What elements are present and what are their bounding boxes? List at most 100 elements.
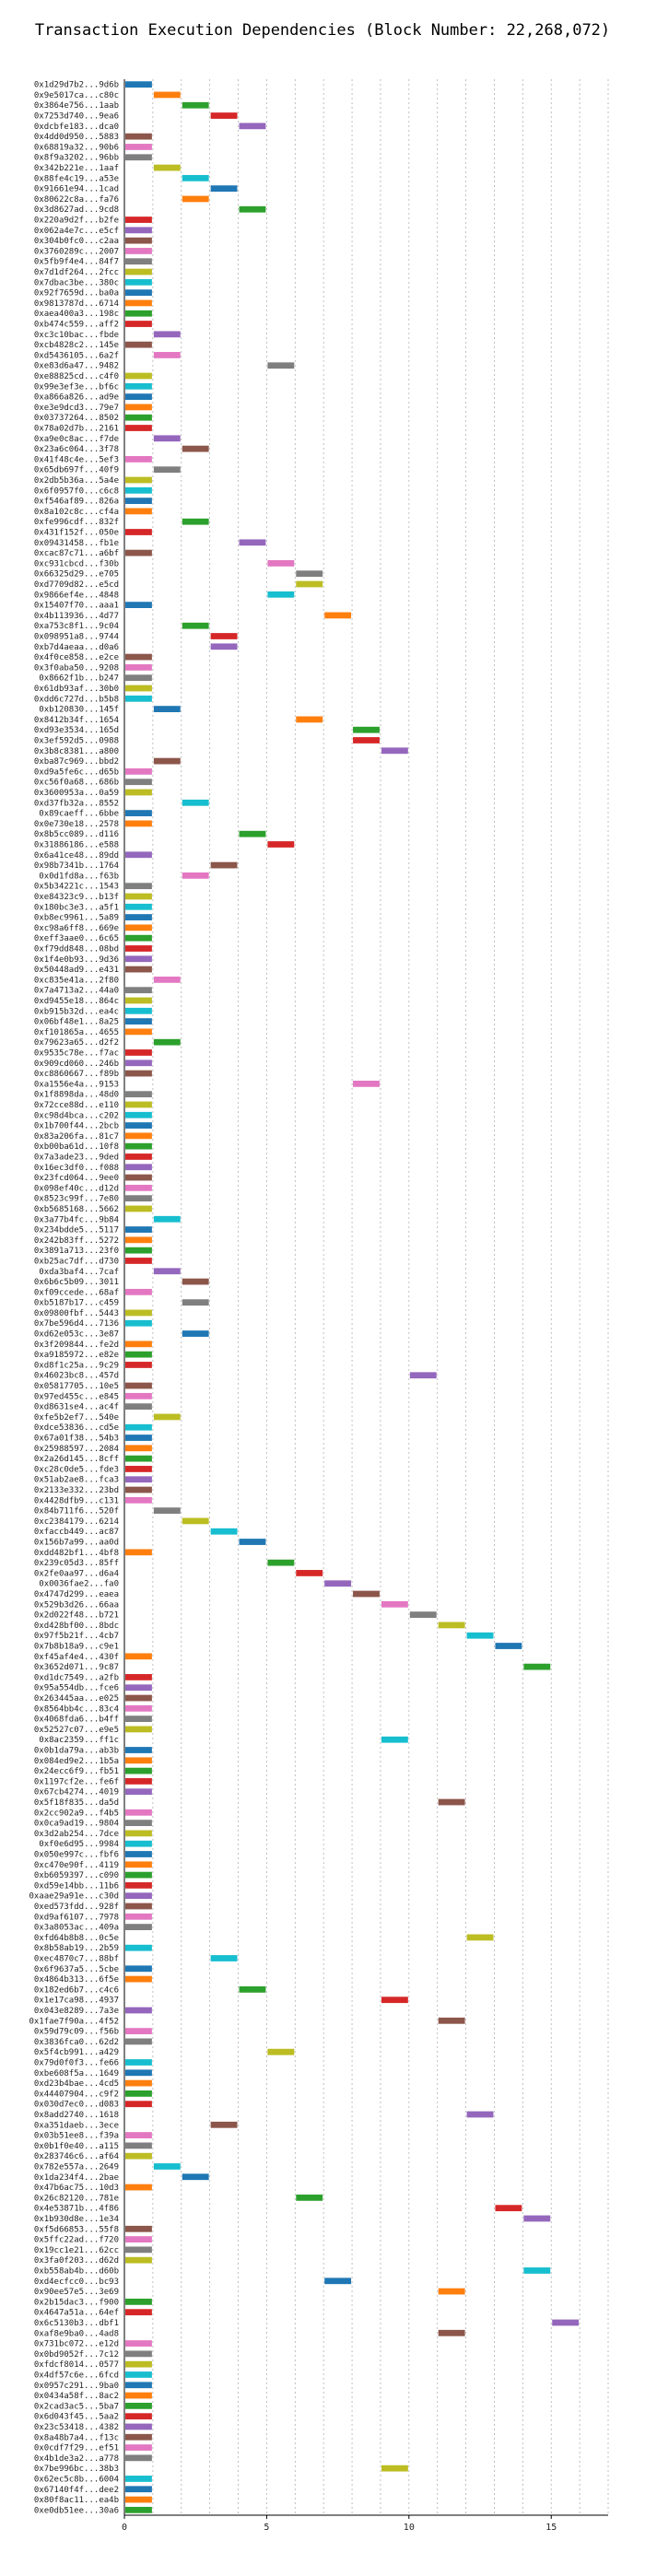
y-tick-label: 0x0434a58f...8ac2: [34, 2392, 119, 2401]
y-tick-label: 0xd7709d82...e5cd: [34, 580, 119, 590]
transaction-bar: [125, 2152, 152, 2160]
transaction-bar: [353, 726, 380, 733]
transaction-bar: [125, 1341, 152, 1348]
transaction-bar: [125, 2496, 152, 2503]
transaction-bar: [182, 1278, 209, 1285]
y-tick-label: 0x31886186...e588: [34, 840, 119, 849]
transaction-bar: [125, 987, 152, 994]
transaction-bar: [353, 1080, 380, 1087]
y-tick-label: 0x89caeff...6bbe: [39, 810, 119, 819]
transaction-bar: [125, 1757, 152, 1764]
transaction-bar: [125, 144, 152, 150]
y-tick-label: 0xd93e3534...165d: [34, 726, 119, 735]
y-tick-label: 0xc98d4bca...c202: [34, 1111, 119, 1120]
transaction-bar: [153, 91, 181, 99]
y-tick-label: 0x4647a51a...64ef: [34, 2309, 119, 2318]
transaction-bar: [523, 1663, 551, 1670]
y-tick-label: 0x3a77b4fc...9b84: [34, 1215, 119, 1224]
transaction-bar: [125, 2007, 152, 2014]
transaction-bar: [125, 2059, 152, 2066]
transaction-bar: [239, 1539, 266, 1545]
y-tick-label: 0x67140f4f...dee2: [34, 2486, 119, 2495]
y-tick-label: 0x24ecc6f9...fb51: [34, 1767, 119, 1776]
transaction-bar: [125, 883, 152, 890]
transaction-bar: [125, 2028, 152, 2034]
y-tick-label: 0xcac87c71...a6bf: [34, 549, 119, 558]
y-tick-label: 0x3f209844...fe2d: [34, 1341, 119, 1350]
transaction-bar: [125, 425, 152, 431]
transaction-bar: [125, 1788, 152, 1796]
transaction-bar: [125, 476, 152, 484]
y-tick-label: 0x8564bb4c...83c4: [34, 1704, 119, 1714]
y-tick-label: 0x4df57c6e...6fcd: [34, 2371, 119, 2380]
transaction-bar: [125, 456, 152, 463]
transaction-bar: [153, 435, 181, 442]
y-tick-label: 0x68819a32...90b6: [34, 143, 119, 152]
transaction-bar: [153, 331, 181, 338]
y-tick-label: 0x8412b34f...1654: [34, 716, 119, 725]
y-tick-label: 0x8523c99f...7e80: [34, 1195, 119, 1204]
y-tick-label: 0xaae29a91e...c30d: [29, 1892, 119, 1902]
y-tick-label: 0x09431458...fb1e: [34, 539, 119, 548]
transaction-bar: [125, 2090, 152, 2097]
y-tick-label: 0xe83d6a47...9482: [34, 362, 119, 371]
y-tick-label: 0x2cc902a9...f4b5: [34, 1809, 119, 1818]
y-tick-label: 0x1b930d8e...1e34: [34, 2215, 119, 2224]
transaction-bar: [210, 633, 238, 639]
y-tick-label: 0x6b6c5b09...3011: [34, 1278, 119, 1287]
y-tick-label: 0x26c82120...781e: [34, 2194, 119, 2203]
y-tick-label: 0x95a554db...fce6: [34, 1684, 119, 1693]
y-tick-label: 0xd37fb32a...8552: [34, 799, 119, 808]
y-tick-label: 0x44407904...c9f2: [34, 2090, 119, 2099]
transaction-bar: [296, 716, 323, 723]
transaction-bar: [125, 2454, 152, 2462]
y-tick-label: 0x098951a8...9744: [34, 633, 119, 642]
y-tick-label: 0x9813787d...6714: [34, 299, 119, 309]
transaction-bar: [125, 258, 152, 265]
y-tick-label: 0xb474c559...aff2: [34, 321, 119, 330]
y-tick-label: 0x80f8ac11...ea4b: [34, 2496, 119, 2505]
y-tick-label: 0x283746c6...af64: [34, 2152, 119, 2161]
transaction-bar: [182, 195, 209, 203]
y-tick-label: 0x25988597...2084: [34, 1445, 119, 1454]
y-tick-label: 0x05817705...10e5: [34, 1382, 119, 1391]
transaction-bar: [125, 1486, 152, 1493]
y-tick-label: 0xc931cbcd...f30b: [34, 559, 119, 568]
y-tick-label: 0xd428bf00...8bdc: [34, 1622, 119, 1631]
transaction-bar: [125, 372, 152, 380]
transaction-bar: [153, 976, 181, 983]
y-tick-label: 0x263445aa...e025: [34, 1694, 119, 1704]
transaction-bar: [125, 404, 152, 411]
transaction-bar: [125, 1174, 152, 1181]
transaction-bar: [125, 227, 152, 234]
transaction-bar: [153, 352, 181, 358]
y-tick-label: 0xba87c969...bbd2: [34, 757, 119, 767]
transaction-bar: [125, 2413, 152, 2420]
y-tick-label: 0x220a9d2f...b2fe: [34, 217, 119, 226]
y-tick-label: 0x5f18f835...da5d: [34, 1798, 119, 1808]
y-tick-label: 0x3d8627ad...9cd8: [34, 205, 119, 215]
transaction-bar: [125, 310, 152, 317]
y-tick-label: 0x3a8053ac...409a: [34, 1924, 119, 1933]
y-tick-label: 0x1da234f4...2bae: [34, 2173, 119, 2183]
y-tick-label: 0xc835e41a...2f80: [34, 976, 119, 985]
transaction-bar: [125, 2340, 152, 2347]
y-tick-label: 0x97ed455c...e845: [34, 1392, 119, 1401]
transaction-bar: [125, 1466, 152, 1472]
y-tick-label: 0xdd482bf1...4bf8: [34, 1549, 119, 1558]
y-tick-label: 0x180bc3e3...a5f1: [34, 903, 119, 912]
y-tick-label: 0x782e557a...2649: [34, 2162, 119, 2172]
bars-group: [125, 81, 580, 2513]
y-tick-label: 0x7a4713a2...44a0: [34, 987, 119, 996]
transaction-bar: [381, 1736, 408, 1743]
transaction-bar: [182, 872, 209, 879]
y-tick-label: 0x431f152f...050e: [34, 529, 119, 538]
transaction-bar: [125, 2309, 152, 2316]
transaction-bar: [153, 1507, 181, 1515]
transaction-bar: [125, 2433, 152, 2441]
transaction-bar: [125, 1747, 152, 1753]
transaction-bar: [125, 1070, 152, 1077]
y-tick-label: 0xaea400a3...198c: [34, 310, 119, 319]
y-tick-label: 0x78a02d7b...2161: [34, 425, 119, 434]
